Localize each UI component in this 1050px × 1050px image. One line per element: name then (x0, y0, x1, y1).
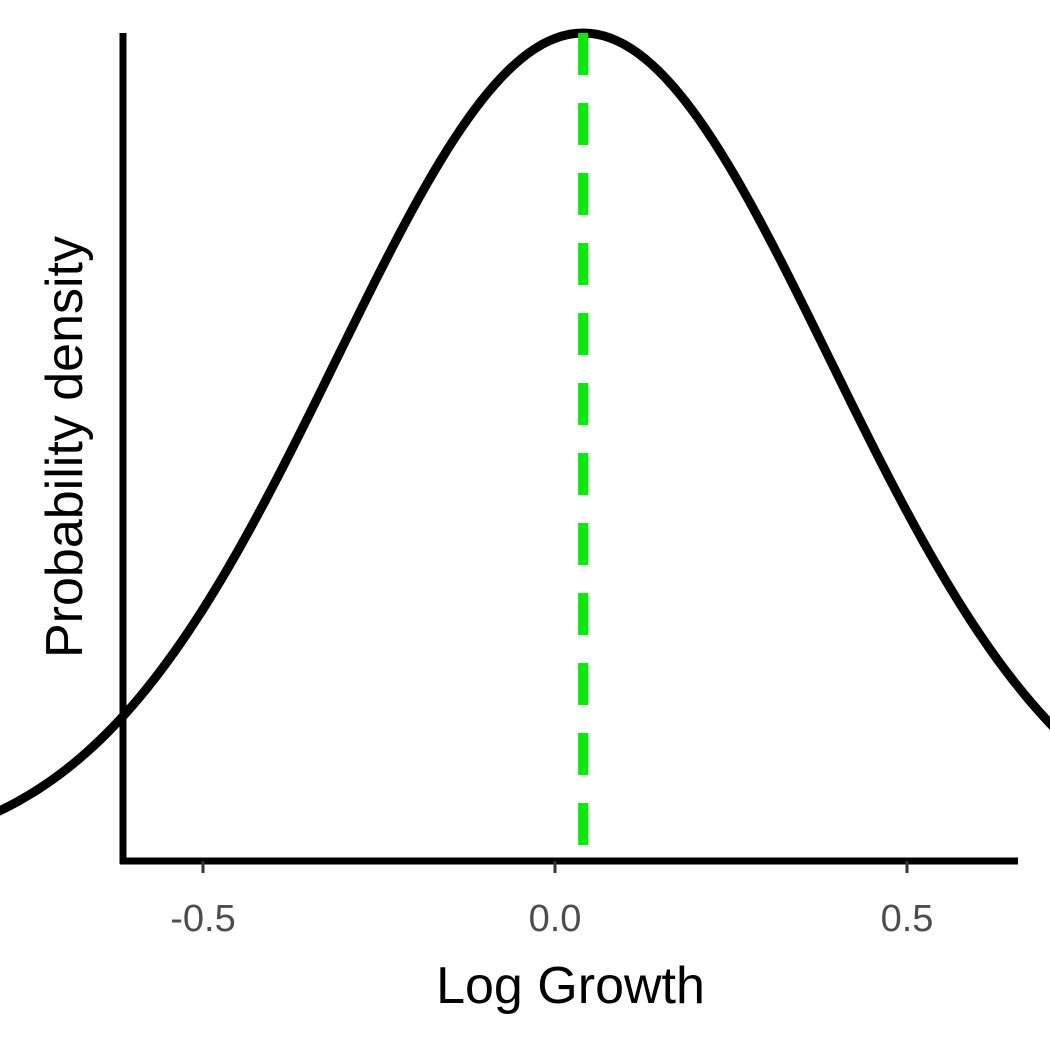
x-tick-label: -0.5 (170, 898, 235, 940)
plot-area (0, 28, 1050, 861)
x-tick-label: 0.5 (881, 898, 934, 940)
y-axis-title: Probability density (36, 236, 94, 658)
density-curve (0, 28, 1050, 816)
x-tick-label: 0.0 (529, 898, 582, 940)
x-axis-ticks: -1.0-0.50.00.51.0 (170, 861, 934, 940)
x-axis-title: Log Growth (436, 957, 705, 1015)
